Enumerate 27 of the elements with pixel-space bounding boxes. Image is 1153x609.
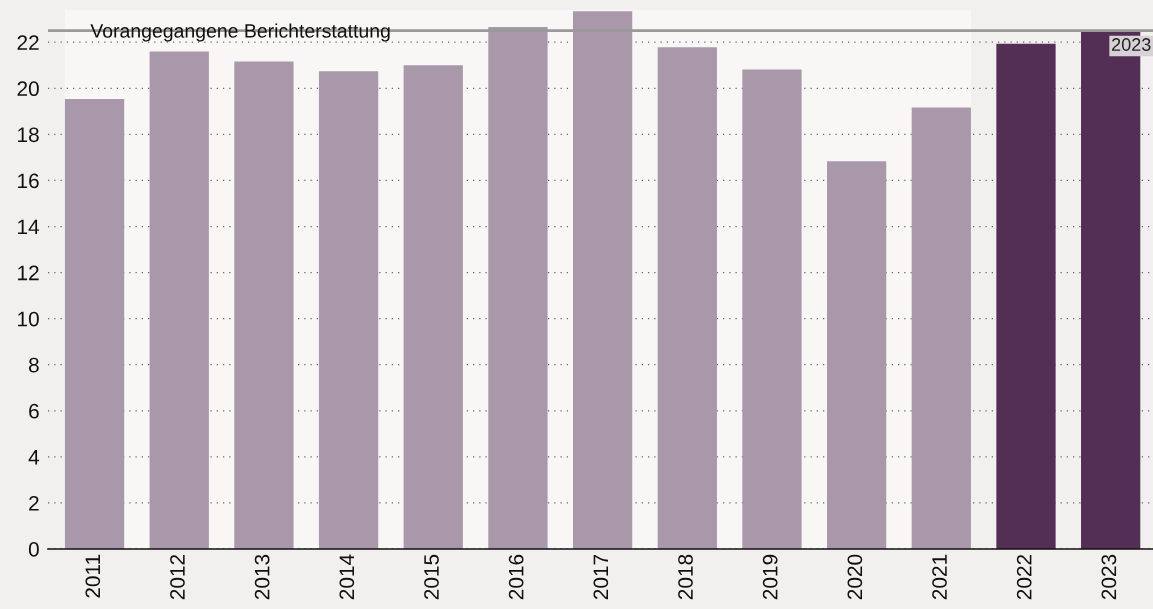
- x-tick-label: 2020: [847, 554, 863, 600]
- x-tick-label: 2011: [85, 554, 101, 598]
- y-tick-label: 18: [18, 127, 39, 143]
- x-tick-label: 2023: [1101, 554, 1117, 600]
- x-tick-label: 2014: [339, 554, 355, 600]
- x-tick-label: 2016: [508, 554, 524, 600]
- y-tick-label: 12: [18, 265, 39, 281]
- x-tick-label: 2018: [678, 554, 693, 600]
- x-tick-label: 2012: [170, 554, 185, 600]
- x-tick-label: 2013: [254, 554, 270, 600]
- x-tick-label: 2019: [762, 554, 778, 600]
- annotation: 2023: [1112, 38, 1151, 51]
- y-tick-label: 20: [17, 81, 39, 97]
- x-tick-label: 2021: [932, 554, 947, 600]
- y-tick-label: 0: [28, 542, 39, 557]
- x-tick-label: 2015: [424, 554, 439, 600]
- band-label: Vorangegangene Berichterstattung: [90, 23, 390, 42]
- y-tick-label: 6: [29, 403, 39, 419]
- y-tick-label: 14: [18, 219, 40, 235]
- y-tick-label: 22: [17, 35, 39, 50]
- y-tick-label: 8: [28, 357, 39, 373]
- y-tick-label: 10: [18, 311, 39, 327]
- y-tick-label: 16: [18, 173, 39, 189]
- y-tick-label: 4: [28, 450, 40, 465]
- y-tick-label: 2: [29, 495, 39, 511]
- x-tick-label: 2022: [1016, 554, 1032, 600]
- x-tick-label: 2017: [593, 554, 609, 600]
